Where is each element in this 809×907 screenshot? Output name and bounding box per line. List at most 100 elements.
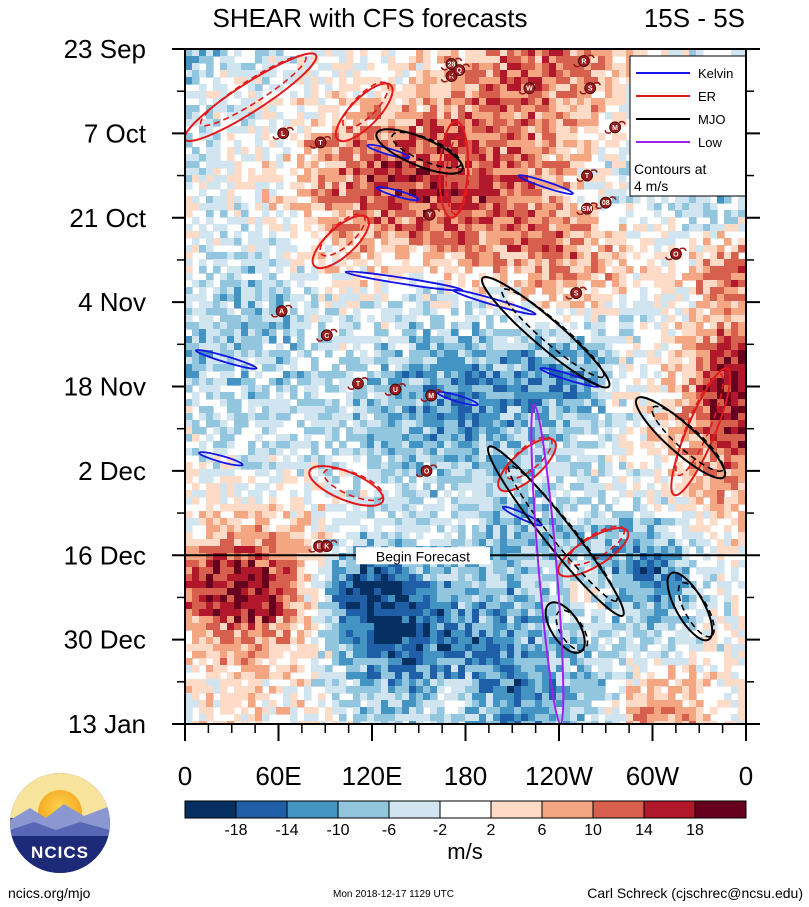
mjo-contour-1 <box>480 275 611 389</box>
colorbar-label: 10 <box>584 822 602 839</box>
er-contour-dashed-5 <box>505 436 553 480</box>
colorbar-swatch <box>439 800 492 819</box>
mjo-contour-5 <box>666 571 714 642</box>
colorbar-label: -6 <box>382 822 396 839</box>
y-tick-label: 21 Oct <box>69 203 146 233</box>
colorbar-swatch <box>541 800 594 819</box>
colorbar-label: -14 <box>275 822 298 839</box>
colorbar-unit: m/s <box>447 839 482 864</box>
er-contour-4 <box>308 465 385 507</box>
y-tick-label: 30 Dec <box>64 625 146 655</box>
colorbar-label: -2 <box>433 822 447 839</box>
logo-text: NCICS <box>31 843 89 862</box>
storm-marker: K <box>316 539 338 553</box>
y-tick-label: 23 Sep <box>64 34 146 64</box>
legend-label-er: ER <box>698 89 716 104</box>
storm-marker: S <box>579 81 601 95</box>
storm-marker: SM <box>576 202 598 216</box>
chart-title: SHEAR with CFS forecasts <box>213 3 528 33</box>
x-axis: 0 60E 120E 180 120W 60W 0 <box>178 724 753 791</box>
storm-marker: O <box>665 247 687 261</box>
kelvin-contour-2 <box>517 174 574 195</box>
er-contour-dashed-6 <box>675 373 724 477</box>
er-contour-3 <box>311 214 370 270</box>
storm-marker: T <box>309 135 332 149</box>
mjo-contour-3 <box>634 396 727 480</box>
er-contour-dashed-2 <box>445 136 470 216</box>
forecast-label-background <box>356 547 490 565</box>
storm-marker: T <box>347 377 369 390</box>
mjo-contour-0 <box>375 128 464 175</box>
colorbar-label: 6 <box>538 822 547 839</box>
footer-url[interactable]: ncics.org/mjo <box>8 885 91 901</box>
y-tick-label: 16 Dec <box>64 540 146 570</box>
er-contour-7 <box>557 527 630 578</box>
forecast-start-label: Begin Forecast <box>376 548 470 564</box>
storm-label: K <box>449 74 454 81</box>
storm-marker: O <box>415 464 438 478</box>
storm-label: Q <box>457 68 463 75</box>
storm-label: W <box>526 86 533 93</box>
storm-marker: S <box>565 286 587 300</box>
colorbar-label: 18 <box>686 822 704 839</box>
colorbar: -18 -14 -10 -6 -2 2 6 10 14 18 <box>184 800 747 839</box>
storm-label: SM <box>582 206 593 213</box>
plot-area: Begin Forecast 28KQWRSMLTTSM08YOSACTUMOE… <box>184 48 747 725</box>
colorbar-swatch <box>235 800 288 819</box>
footer-timestamp: Mon 2018-12-17 1129 UTC <box>333 889 454 900</box>
colorbar-label: 14 <box>635 822 653 839</box>
y-tick-label: 2 Dec <box>78 456 146 486</box>
x-tick-label: 180 <box>444 761 487 791</box>
colorbar-label: -10 <box>326 822 349 839</box>
x-tick-label: 0 <box>178 761 192 791</box>
mjo-contour-dashed-2 <box>507 464 618 603</box>
kelvin-contour-5 <box>194 348 258 370</box>
mjo-contour-dashed-0 <box>391 131 462 169</box>
er-contour-dashed-7 <box>567 525 626 566</box>
kelvin-contour-1 <box>375 186 420 202</box>
storm-label: T <box>356 381 361 388</box>
storm-marker: W <box>518 81 541 95</box>
storm-label: M <box>612 125 618 132</box>
storm-marker: C <box>316 328 338 342</box>
storm-label: E <box>317 544 322 551</box>
er-contour-dashed-1 <box>342 81 389 130</box>
colorbar-label: -18 <box>224 822 247 839</box>
y-tick-label: 13 Jan <box>68 709 146 739</box>
legend-label-kelvin: Kelvin <box>698 66 733 81</box>
storm-label: T <box>318 140 323 147</box>
colorbar-swatch <box>694 800 747 819</box>
storm-marker: 28 <box>440 57 463 71</box>
legend-label-low: Low <box>698 135 722 150</box>
ncics-logo: NCICS <box>10 773 110 873</box>
storm-label: A <box>279 309 284 316</box>
storm-marker: M <box>604 120 626 134</box>
storm-label: O <box>673 251 679 258</box>
storm-label: R <box>581 59 586 66</box>
storm-label: K <box>324 544 329 551</box>
storm-marker: A <box>270 304 293 318</box>
colorbar-label: 2 <box>487 822 496 839</box>
kelvin-contour-0 <box>366 143 411 160</box>
colorbar-swatch <box>592 800 645 819</box>
er-contour-1 <box>334 82 394 143</box>
y-axis: 23 Sep 7 Oct 21 Oct 4 Nov 18 Nov 2 Dec 16 Dec 3… <box>64 34 760 739</box>
legend-label-mjo: MJO <box>698 112 725 127</box>
x-tick-label: 60E <box>255 761 301 791</box>
storm-label: L <box>281 131 286 138</box>
colorbar-swatch <box>490 800 543 819</box>
er-contour-dashed-3 <box>319 213 366 257</box>
storm-label: 08 <box>602 200 610 207</box>
storm-label: M <box>428 393 434 400</box>
kelvin-contour-7 <box>436 390 479 407</box>
storm-marker: M <box>420 389 442 402</box>
storm-marker: U <box>384 383 407 396</box>
x-tick-label: 120E <box>342 761 403 791</box>
mjo-contour-dashed-5 <box>677 581 715 638</box>
storm-marker: L <box>272 126 294 140</box>
y-tick-label: 18 Nov <box>64 372 146 402</box>
y-tick-label: 4 Nov <box>78 287 146 317</box>
storm-label: U <box>393 387 398 394</box>
